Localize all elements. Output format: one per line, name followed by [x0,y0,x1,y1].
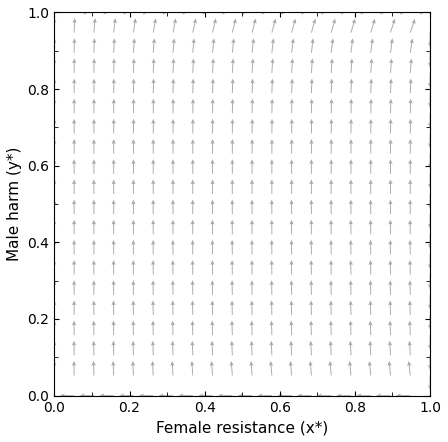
Y-axis label: Male harm (y*): Male harm (y*) [7,147,22,261]
X-axis label: Female resistance (x*): Female resistance (x*) [156,420,328,435]
